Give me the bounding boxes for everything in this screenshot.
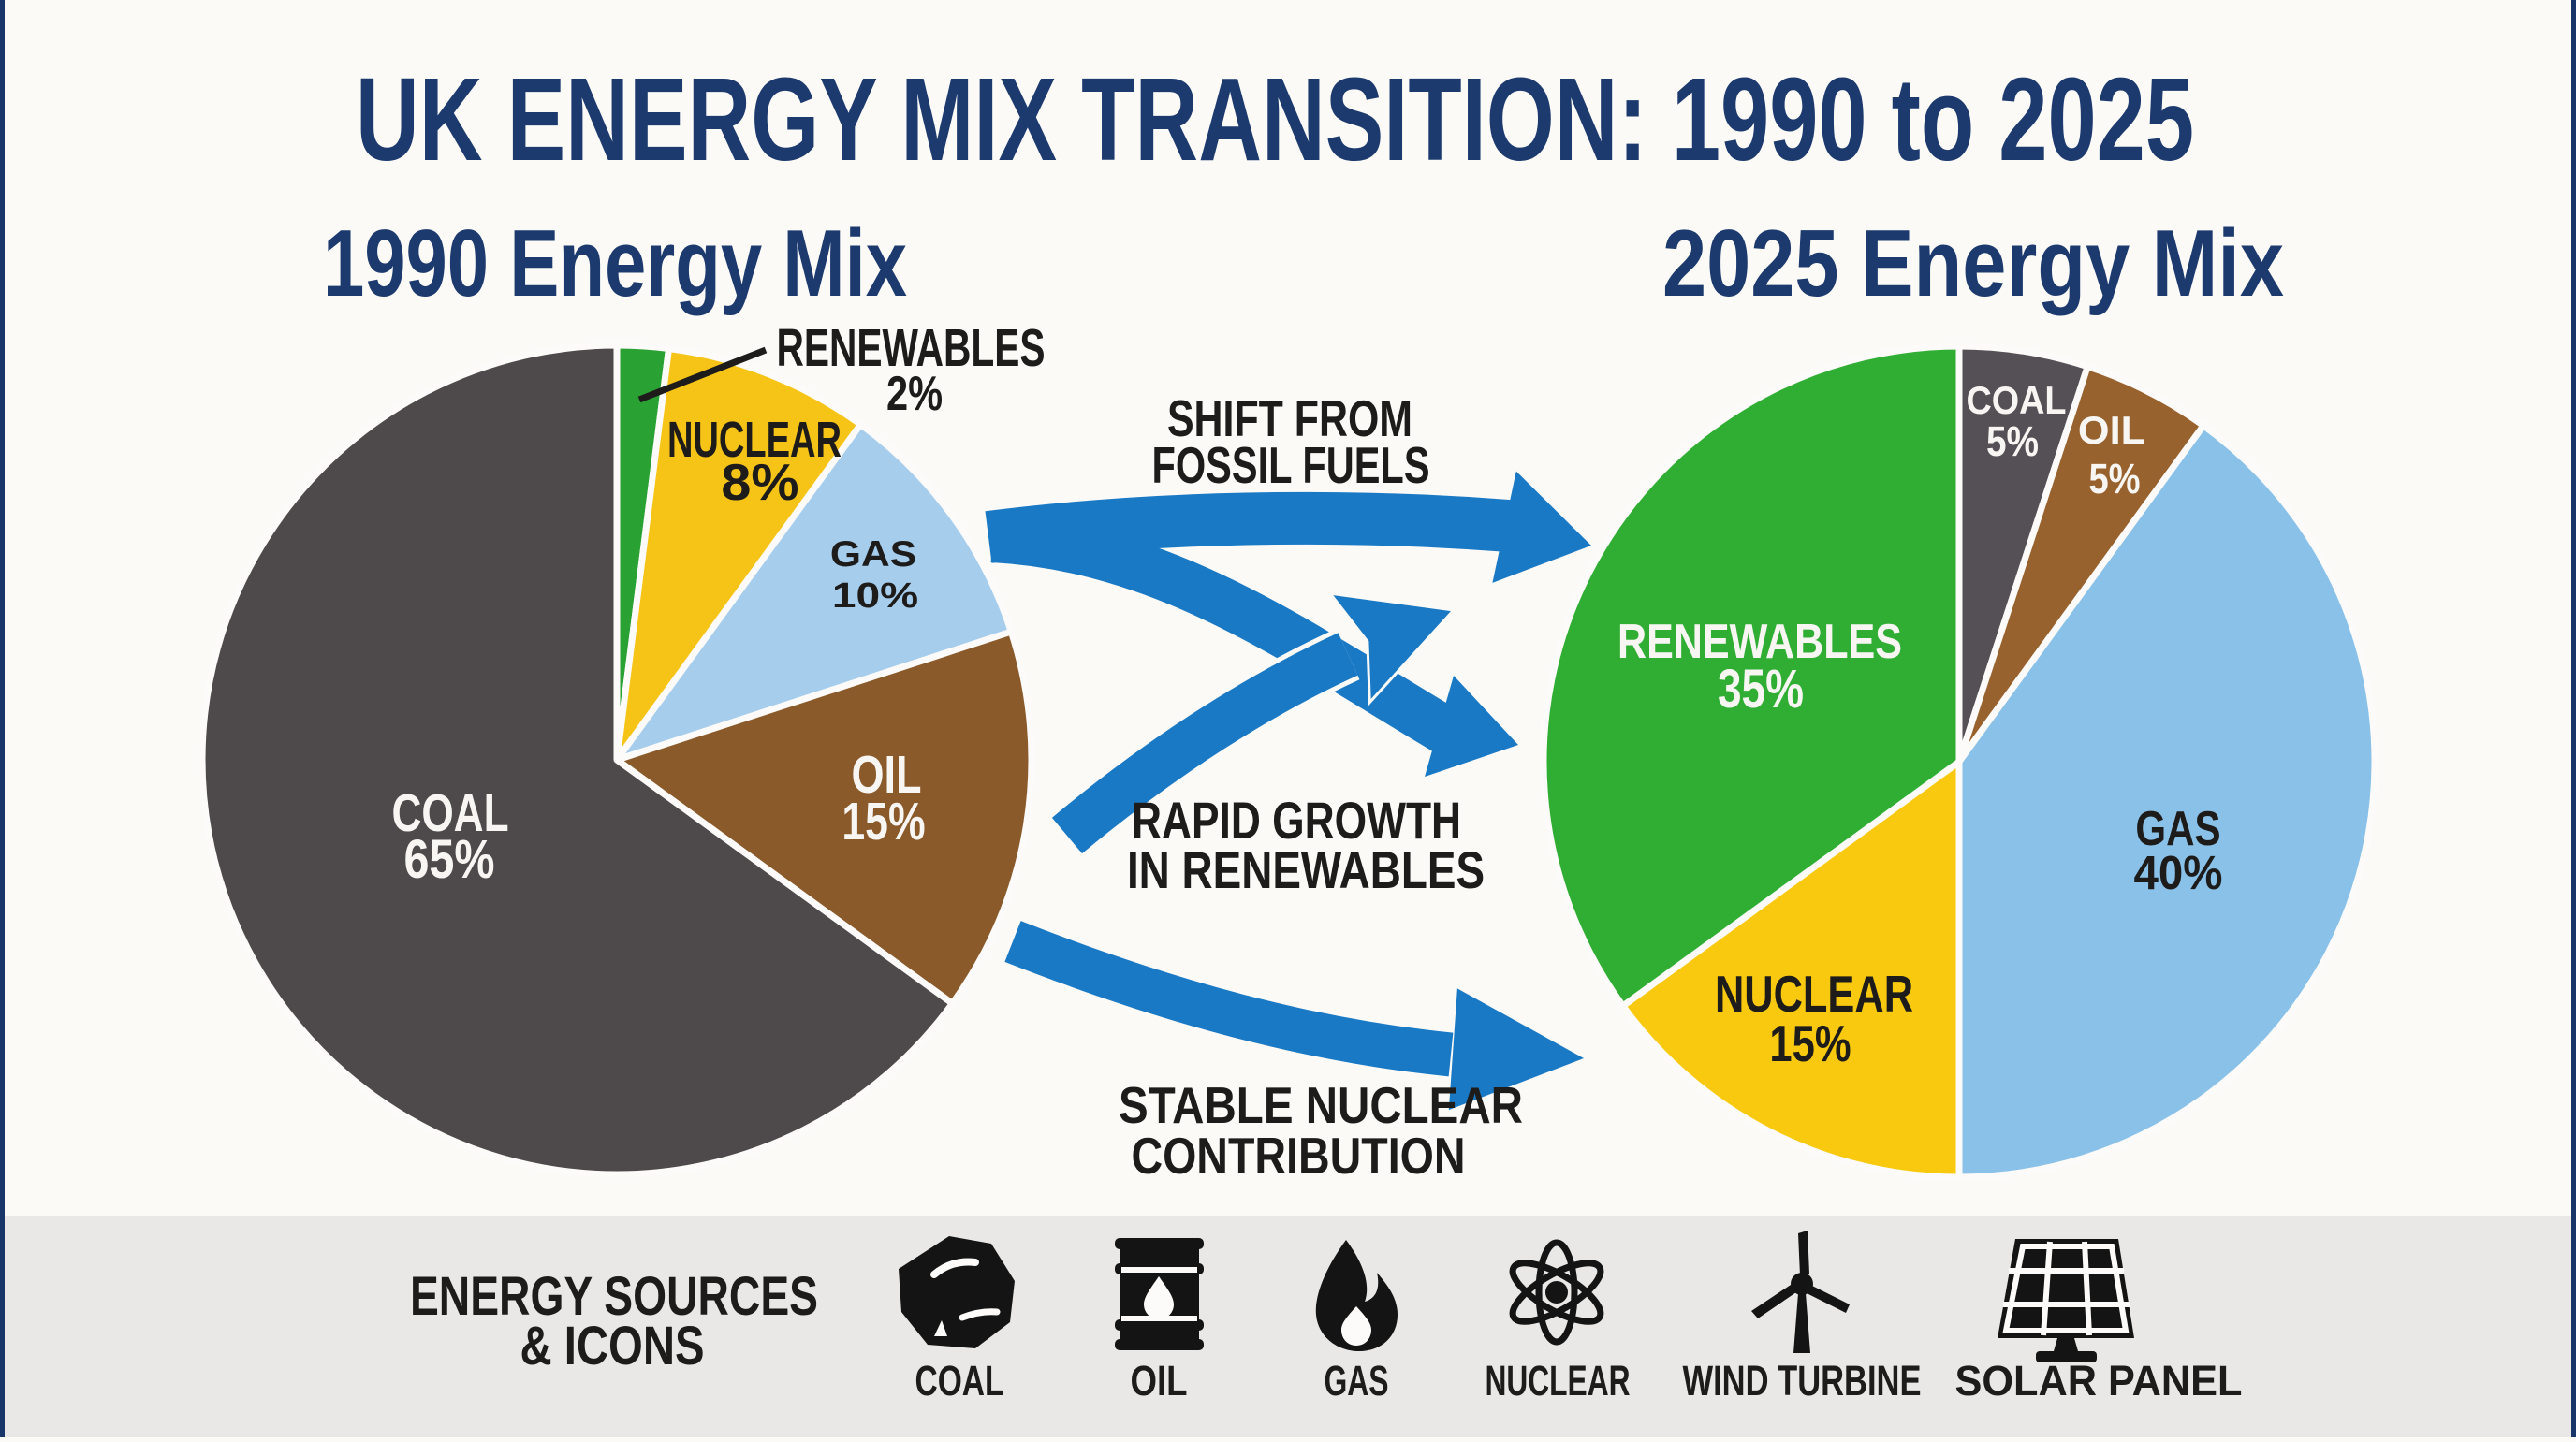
svg-text:COAL: COAL (915, 1357, 1004, 1405)
svg-text:10%: 10% (832, 576, 918, 616)
svg-text:GAS: GAS (2135, 802, 2220, 856)
svg-text:NUCLEAR: NUCLEAR (1715, 965, 1913, 1023)
svg-text:UK ENERGY MIX TRANSITION: 1990: UK ENERGY MIX TRANSITION: 1990 to 2025 (356, 53, 2194, 185)
svg-text:40%: 40% (2134, 846, 2223, 899)
svg-text:GAS: GAS (830, 534, 916, 575)
svg-text:IN RENEWABLES: IN RENEWABLES (1127, 840, 1485, 899)
svg-text:RENEWABLES: RENEWABLES (1617, 615, 1902, 669)
svg-text:FOSSIL FUELS: FOSSIL FUELS (1151, 436, 1429, 494)
svg-text:65%: 65% (403, 829, 494, 890)
svg-text:NUCLEAR: NUCLEAR (667, 412, 842, 468)
svg-text:COAL: COAL (391, 783, 508, 843)
svg-text:SOLAR PANEL: SOLAR PANEL (1955, 1357, 2243, 1405)
svg-text:2%: 2% (886, 367, 943, 421)
svg-text:& ICONS: & ICONS (520, 1316, 704, 1376)
svg-text:15%: 15% (1769, 1014, 1851, 1072)
svg-text:5%: 5% (2088, 455, 2140, 503)
svg-text:NUCLEAR: NUCLEAR (1485, 1357, 1630, 1405)
svg-text:8%: 8% (721, 453, 798, 511)
svg-text:OIL: OIL (2078, 408, 2145, 452)
svg-text:ENERGY SOURCES: ENERGY SOURCES (410, 1266, 818, 1327)
svg-text:1990 Energy Mix: 1990 Energy Mix (323, 211, 907, 316)
svg-text:COAL: COAL (1966, 378, 2066, 422)
svg-text:RENEWABLES: RENEWABLES (776, 318, 1045, 378)
svg-text:STABLE NUCLEAR: STABLE NUCLEAR (1119, 1076, 1523, 1134)
svg-text:5%: 5% (1986, 417, 2039, 465)
svg-text:OIL: OIL (851, 745, 921, 805)
svg-text:35%: 35% (1718, 659, 1804, 720)
svg-text:15%: 15% (842, 792, 925, 852)
svg-text:SHIFT FROM: SHIFT FROM (1167, 389, 1412, 447)
svg-text:WIND TURBINE: WIND TURBINE (1683, 1357, 1922, 1405)
svg-text:RAPID GROWTH: RAPID GROWTH (1132, 791, 1461, 850)
svg-text:GAS: GAS (1324, 1357, 1388, 1405)
svg-text:CONTRIBUTION: CONTRIBUTION (1131, 1127, 1465, 1185)
svg-text:2025 Energy Mix: 2025 Energy Mix (1662, 211, 2284, 316)
svg-text:OIL: OIL (1130, 1357, 1187, 1405)
